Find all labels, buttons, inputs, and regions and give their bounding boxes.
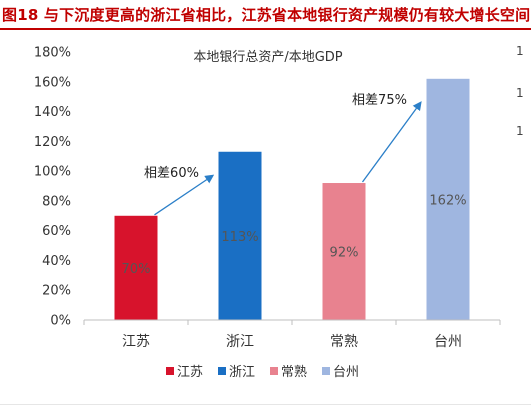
y-axis: 0% 20% 40% 60% 80% 100% 120% 140% 160% 180% — [34, 46, 71, 329]
bar-chart: 本地银行总资产/本地GDP 0% 20% 40% 60% 80% 100% 120% 140%… — [34, 46, 501, 380]
x-tick-label: 常熟 — [330, 334, 358, 350]
legend-label: 台州 — [333, 365, 359, 380]
legend-label: 江苏 — [177, 364, 203, 380]
annotation-label: 相差60% — [144, 166, 199, 181]
annotation-arrow — [361, 101, 422, 183]
data-label: 70% — [122, 262, 151, 277]
x-tick-label: 台州 — [434, 334, 462, 350]
data-label: 92% — [330, 246, 359, 261]
figure-header: 图18 与下沉度更高的浙江省相比，江苏省本地银行资产规模仍有较大增长空间 — [0, 0, 531, 30]
side-mark: 1 — [516, 86, 524, 100]
annotation-arrow — [154, 174, 215, 216]
y-tick-label: 140% — [34, 105, 71, 120]
bars: 70% 113% 92% 162% — [114, 78, 470, 320]
side-mark: 1 — [516, 44, 524, 58]
y-tick-label: 0% — [50, 314, 71, 329]
bar — [322, 183, 366, 320]
figure-title: 图18 与下沉度更高的浙江省相比，江苏省本地银行资产规模仍有较大增长空间 — [2, 6, 531, 24]
y-tick-label: 120% — [34, 135, 71, 150]
bottom-divider — [0, 404, 531, 405]
data-label: 113% — [221, 230, 258, 245]
annotation-label: 相差75% — [352, 93, 407, 108]
annotations: 相差60% 相差75% — [144, 93, 422, 216]
bar — [218, 151, 262, 320]
bar — [114, 215, 158, 320]
side-mark: 1 — [516, 124, 524, 138]
legend-label: 浙江 — [229, 365, 255, 380]
data-label: 162% — [429, 193, 466, 208]
y-tick-label: 80% — [42, 194, 71, 209]
y-tick-label: 100% — [34, 165, 71, 180]
legend: 江苏 浙江 常熟 台州 — [166, 364, 359, 380]
chart-title: 本地银行总资产/本地GDP — [193, 50, 342, 65]
legend-swatch — [270, 367, 278, 375]
y-tick-label: 20% — [42, 284, 71, 299]
x-axis: 江苏 浙江 常熟 台州 — [83, 319, 501, 350]
legend-swatch — [166, 367, 174, 375]
y-tick-label: 40% — [42, 254, 71, 269]
y-tick-label: 60% — [42, 224, 71, 239]
legend-label: 常熟 — [281, 364, 307, 380]
y-tick-label: 160% — [34, 75, 71, 90]
x-tick-label: 江苏 — [122, 334, 150, 350]
legend-swatch — [218, 367, 226, 375]
x-tick-label: 浙江 — [226, 334, 254, 350]
legend-swatch — [322, 367, 330, 375]
bar — [426, 78, 470, 320]
y-tick-label: 180% — [34, 46, 71, 61]
